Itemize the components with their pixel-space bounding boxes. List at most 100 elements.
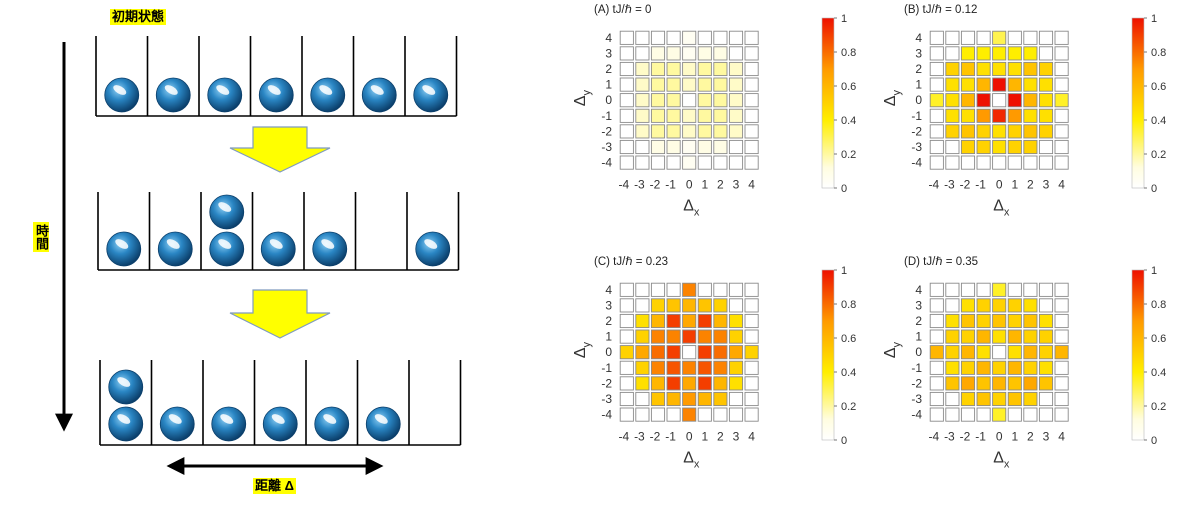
heatmap-cell (1023, 46, 1038, 61)
heatmap-cell (682, 61, 697, 77)
heatmap-cell (728, 360, 744, 375)
colorbar: 0 0.2 0.4 0.6 0.8 1 (821, 265, 856, 447)
heatmap-cell (619, 391, 634, 407)
ball-final-3 (262, 406, 298, 442)
heatmap-cell (635, 139, 650, 155)
heatmap-cell (929, 77, 944, 92)
heatmap-cell (713, 298, 728, 313)
initial-state-label: 初期状態 (110, 9, 167, 25)
heatmap-cell (650, 124, 666, 139)
x-tick-label: 2 (1027, 429, 1034, 443)
heatmap-cell (1023, 329, 1038, 344)
colorbar: 0 0.2 0.4 0.6 0.8 1 (1131, 265, 1166, 447)
colorbar-tick-label: 0.8 (1151, 299, 1166, 311)
heatmap-cell (682, 298, 697, 313)
heatmap-cell (666, 30, 681, 45)
heatmap-cell (976, 282, 991, 297)
heatmap-cell (650, 313, 666, 329)
heatmap-cell (744, 360, 759, 375)
heatmap-cell (619, 77, 634, 92)
heatmap-cell (682, 407, 697, 422)
panel-title: (A) tJ/ℏ = 0 (594, 4, 651, 16)
heatmap-cell (1007, 329, 1022, 344)
heatmap-cell (1054, 124, 1069, 139)
heatmap-cell (744, 329, 759, 344)
ball-initial-1 (155, 77, 191, 113)
heatmap-cell (682, 282, 697, 297)
heatmap-cell (713, 139, 728, 155)
heatmap-cell (744, 155, 759, 170)
heatmap-cell (666, 93, 681, 108)
heatmap-cell (728, 345, 744, 360)
heatmap-cell (619, 108, 634, 123)
heatmap-cell (1038, 155, 1054, 170)
heatmap-cell (713, 376, 728, 391)
y-tick-label: -2 (601, 376, 612, 390)
heatmap-cell (1054, 313, 1069, 329)
heatmap-cell (1038, 108, 1054, 123)
x-tick-label: -3 (634, 429, 645, 443)
heatmap-cell (976, 298, 991, 313)
x-tick-label: -4 (928, 429, 939, 443)
heatmap-cell (960, 329, 976, 344)
heatmap-cell (960, 376, 976, 391)
heatmap-cell (1007, 77, 1022, 92)
x-tick-label: -3 (944, 177, 955, 191)
heatmap-cell (728, 93, 744, 108)
heatmap-cell (945, 77, 960, 92)
heatmap-cell (682, 124, 697, 139)
heatmap-cell (713, 30, 728, 45)
heatmap-cell (929, 298, 944, 313)
y-tick-label: 0 (915, 93, 922, 107)
heatmap-cell (1023, 313, 1038, 329)
y-tick-label: -4 (601, 408, 612, 422)
heatmap-cell (1038, 46, 1054, 61)
heatmap-cell (728, 329, 744, 344)
heatmap-cell (635, 46, 650, 61)
heatmap-cell (1054, 345, 1069, 360)
heatmap-cell (1007, 282, 1022, 297)
y-tick-label: -4 (911, 156, 922, 170)
y-tick-label: -3 (911, 140, 922, 154)
heatmap-cell (650, 407, 666, 422)
heatmap-cell (728, 46, 744, 61)
y-tick-label: 4 (605, 31, 612, 45)
heatmap-cell (744, 61, 759, 77)
colorbar-tick-label: 1 (1151, 265, 1157, 277)
heatmap-cell (744, 376, 759, 391)
heatmap-cell (619, 155, 634, 170)
heatmap-cell (650, 345, 666, 360)
heatmap-cell (728, 124, 744, 139)
heatmap-cell (666, 360, 681, 375)
heatmap-cell (697, 139, 712, 155)
x-tick-label: -2 (960, 429, 971, 443)
heatmap-cell (1007, 376, 1022, 391)
colorbar-tick-label: 0 (841, 183, 847, 195)
heatmap-cell (650, 155, 666, 170)
heatmap-cell (744, 30, 759, 45)
colorbar-tick-label: 0.4 (1151, 367, 1166, 379)
heatmap-cell (713, 313, 728, 329)
ball-initial-4 (310, 77, 346, 113)
heatmap-cell (1007, 46, 1022, 61)
heatmap-cell (945, 329, 960, 344)
heatmap-cell (713, 77, 728, 92)
heatmap-cell (1054, 61, 1069, 77)
box-row-final (99, 360, 462, 446)
heatmap-cell (619, 139, 634, 155)
heatmap-cell (650, 61, 666, 77)
heatmap-cell (1023, 139, 1038, 155)
heatmap-cell (1038, 30, 1054, 45)
heatmap-cell (992, 282, 1007, 297)
y-tick-label: 1 (915, 78, 922, 92)
x-tick-label: -2 (650, 177, 661, 191)
y-tick-label: 2 (915, 62, 922, 76)
x-tick-label: 0 (686, 429, 693, 443)
heatmap-cell (682, 155, 697, 170)
heatmap-cell (976, 329, 991, 344)
heatmap-cell (929, 407, 944, 422)
x-tick-label: 3 (1043, 429, 1050, 443)
colorbar-tick-label: 0.4 (841, 367, 856, 379)
heatmap-cell (728, 376, 744, 391)
